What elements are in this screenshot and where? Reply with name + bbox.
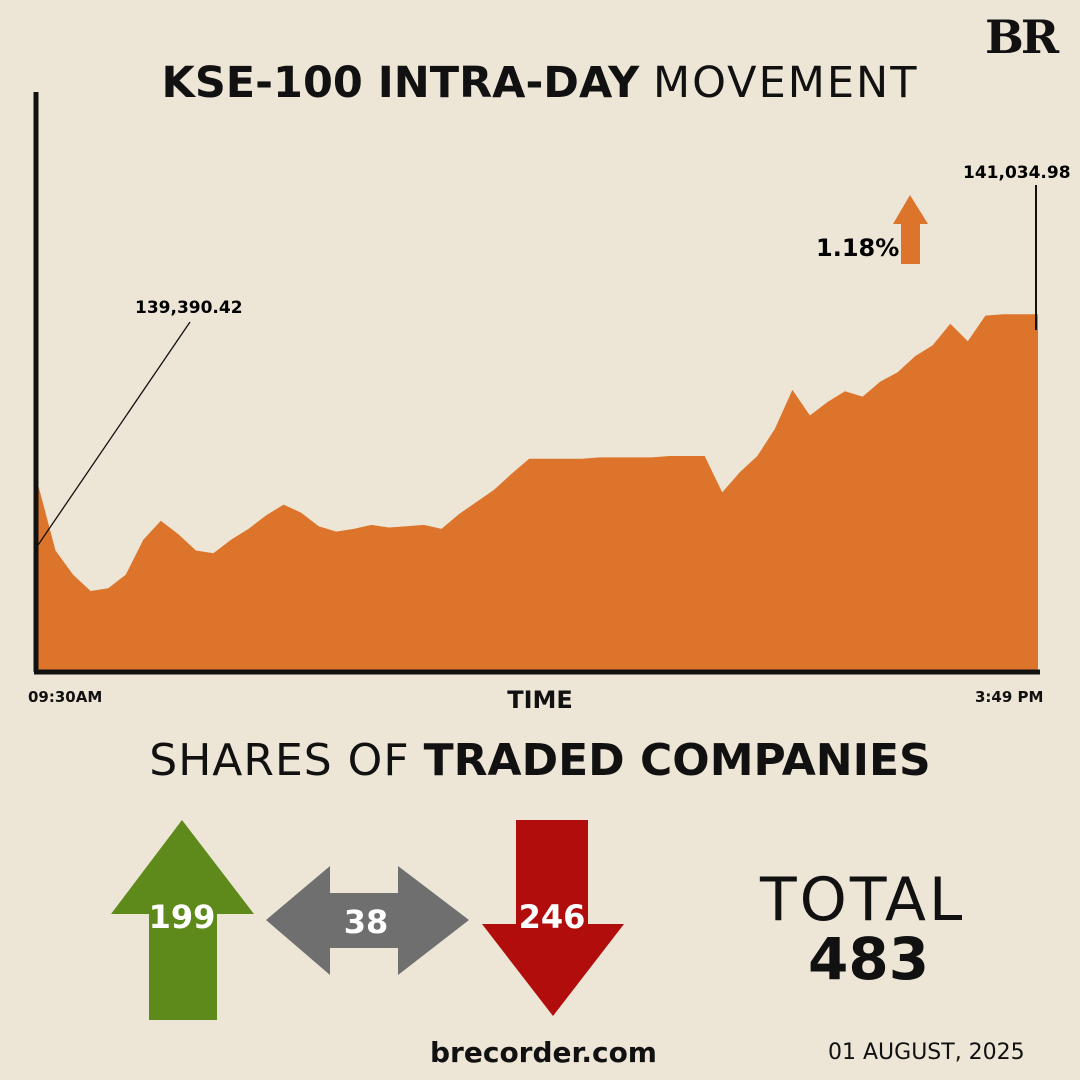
decliners-count: 246	[518, 898, 586, 936]
advancers-count: 199	[148, 898, 216, 936]
advancers-arrow-icon	[111, 820, 254, 1020]
x-tick-end: 3:49 PM	[975, 688, 1044, 706]
chart-title: KSE-100 INTRA-DAY MOVEMENT	[0, 58, 1080, 108]
up-arrow-icon	[893, 195, 928, 264]
chart-title-bold: KSE-100 INTRA-DAY	[161, 58, 640, 108]
intraday-chart: 139,390.42 141,034.98 1.18%	[33, 92, 1071, 675]
shares-arrows	[111, 820, 624, 1020]
open-value-label: 139,390.42	[135, 298, 243, 318]
shares-title: SHARES OF TRADED COMPANIES	[0, 735, 1080, 786]
site-url[interactable]: brecorder.com	[430, 1036, 657, 1069]
x-tick-start: 09:30AM	[28, 688, 103, 706]
br-logo: BR	[985, 10, 1059, 64]
unchanged-arrow-icon	[266, 866, 469, 975]
index-area	[38, 314, 1038, 672]
shares-title-light: SHARES OF	[149, 735, 410, 786]
shares-title-bold: TRADED COMPANIES	[423, 735, 931, 786]
unchanged-count: 38	[343, 903, 389, 941]
close-value-label: 141,034.98	[963, 163, 1071, 183]
x-axis-label: TIME	[507, 686, 573, 714]
chart-title-light: MOVEMENT	[652, 58, 919, 108]
decliners-arrow-icon	[482, 820, 624, 1016]
open-leader-line	[35, 321, 191, 549]
total-label: TOTAL	[760, 865, 966, 935]
total-value: 483	[808, 925, 930, 993]
date: 01 AUGUST, 2025	[828, 1040, 1025, 1065]
change-percent-label: 1.18%	[816, 234, 899, 262]
